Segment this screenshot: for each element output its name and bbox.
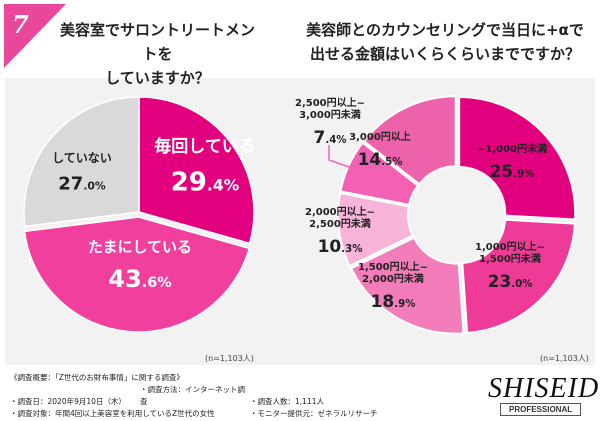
question-2-line-2: 出せる金額はいくらくらいまでですか？ [309,45,580,63]
donut-slice-4 [337,191,414,268]
pie-slice-1 [138,96,255,245]
survey-count: ・調査人数：1,111人 [250,397,324,406]
donut-slice-3 [349,236,465,335]
survey-provider: ・モニター提供元：ゼネラルリサーチ [250,409,378,418]
question-2-title: 美容師とのカウンセリングで当日に+αで 出せる金額はいくらくらいまでですか？ [300,18,590,66]
donut-label-5: 2,500円以上~ 3,000円未満 7.4% [295,96,365,148]
pie-slice-2 [23,216,251,333]
pie-label-2: たまにしている 43.6% [88,238,192,293]
donut-label-3: 1,500円以上~ 2,000円未満 18.9% [358,260,428,312]
question-1-title: 美容室でサロントリートメントを していますか？ [55,18,260,90]
shiseido-logo: SHISEIDO [488,373,600,404]
donut-label-2: 1,000円以上~ 1,500円未満 23.0% [475,240,545,292]
survey-footer: 《調査概要：「Z世代のお財布事情」に関する調査》 ・調査日：2020年9月10日… [10,372,378,420]
question-1-line-1: 美容室でサロントリートメントを [59,21,255,63]
survey-date: ・調査日：2020年9月10日（木） [10,397,126,406]
survey-target: ・調査対象：年間4回以上美容室を利用しているZ世代の女性 [10,409,215,418]
leader-line [328,145,353,169]
survey-heading: 《調査概要：「Z世代のお財布事情」に関する調査》 [10,373,184,382]
number-badge [4,4,66,68]
pie-label-1: 毎回している 29.4% [154,136,256,198]
donut-label-6: 3,000円以上 14.5% [349,130,411,170]
badge-number: 7 [12,10,29,39]
professional-label: PROFESSIONAL [500,403,582,416]
chart-2-sample-size: (n=1,103人) [540,354,589,363]
pie-label-3: していない 27.0% [52,151,112,195]
question-2-line-1: 美容師とのカウンセリングで当日に+αで [306,21,584,39]
donut-slice-5 [339,141,420,207]
question-1-line-2: していますか？ [105,69,210,87]
donut-slice-2 [461,218,577,334]
donut-label-4: 2,000円以上~ 2,500円未満 10.3% [305,205,375,257]
donut-slice-6 [362,95,457,186]
pie-slice-3 [23,96,140,228]
donut-label-1: ~1,000円未満 25.9% [477,142,547,182]
survey-method: ・調査方法：インターネット調査 [140,385,245,406]
donut-slice-1 [458,95,577,221]
chart-1-sample-size: (n=1,103人) [205,354,254,363]
